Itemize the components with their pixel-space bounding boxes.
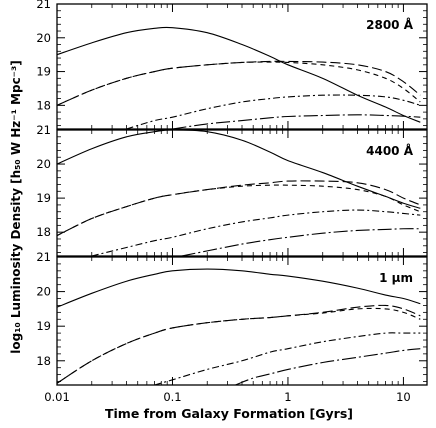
y-tick-label: 20 — [36, 31, 51, 45]
y-tick-label: 19 — [36, 191, 51, 205]
y-tick-label: 19 — [36, 319, 51, 333]
y-tick-label: 18 — [36, 98, 51, 112]
y-tick-label: 21 — [36, 123, 51, 137]
x-tick-label: 1 — [284, 390, 291, 404]
series-line-dash-dot — [126, 94, 421, 129]
panel-frame — [56, 256, 428, 386]
x-tick-label: 0.01 — [44, 390, 70, 404]
y-axis-label: log₁₀ Luminosity Density [h₅₀ W Hz⁻¹ Mpc… — [9, 60, 23, 354]
series-line-long-dash — [57, 60, 421, 106]
y-tick-label: 21 — [36, 0, 51, 11]
series-line-dash-dot — [91, 209, 421, 256]
y-tick-label: 19 — [36, 65, 51, 79]
panel-1: 18 19 20 21 2800 Å — [36, 0, 428, 130]
y-tick-label: 21 — [36, 250, 51, 264]
series-line-long-dash — [57, 180, 421, 237]
panel-annotation: 1 μm — [379, 271, 413, 285]
x-tick-label: 10 — [396, 390, 411, 404]
series-line-short-dash — [57, 61, 421, 106]
series-line-short-dash — [57, 184, 421, 237]
series-line-long-dash-dot — [172, 114, 421, 129]
series-line-long-dash — [57, 304, 421, 384]
series-line-long-dash-dot — [235, 348, 421, 385]
x-axis-label: Time from Galaxy Formation [Gyrs] — [105, 406, 353, 421]
series-group — [57, 130, 421, 256]
series-line-long-dash-dot — [181, 228, 421, 256]
panel-annotation: 4400 Å — [366, 143, 414, 158]
series-line-solid — [57, 26, 421, 123]
panel-3: 18 19 20 21 0.01 0.1 1 10 1 μm — [36, 250, 428, 404]
chart-panels: 18 19 20 21 2800 Å 18 19 20 21 4400 Å 18 19 20 21 0.01… — [36, 0, 428, 404]
series-group — [57, 268, 421, 385]
y-tick-label: 20 — [36, 157, 51, 171]
y-tick-label: 18 — [36, 354, 51, 368]
x-tick-label: 0.1 — [163, 390, 181, 404]
series-group — [57, 26, 421, 129]
panel-annotation: 2800 Å — [366, 17, 414, 32]
series-line-solid — [57, 130, 421, 209]
series-line-solid — [57, 268, 421, 308]
series-line-short-dash — [57, 307, 421, 384]
panel-2: 18 19 20 21 4400 Å — [36, 123, 428, 257]
y-tick-label: 18 — [36, 225, 51, 239]
series-line-dash-dot — [154, 332, 421, 385]
y-tick-label: 20 — [36, 285, 51, 299]
